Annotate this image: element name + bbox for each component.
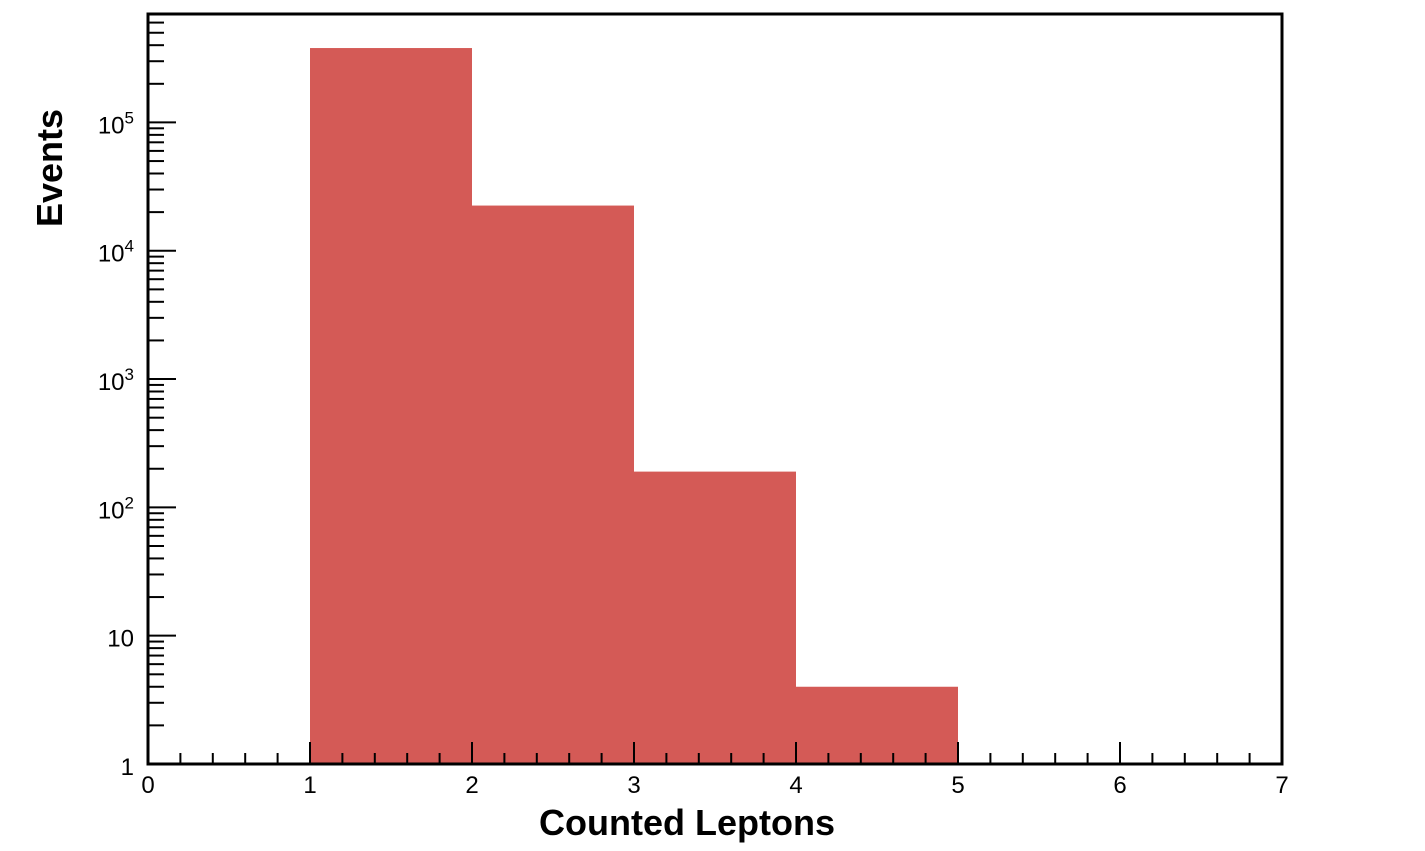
- y-axis-title: Events: [29, 109, 70, 227]
- bar-bin-2-3: [472, 205, 634, 764]
- y-tick-label: 1: [121, 754, 134, 781]
- x-tick-label: 4: [789, 772, 802, 799]
- x-tick-label: 6: [1113, 772, 1126, 799]
- y-tick-label: 103: [98, 365, 134, 396]
- bar-bin-1-2: [310, 48, 472, 764]
- bar-bin-4-5: [796, 686, 958, 764]
- y-tick-label: 102: [98, 493, 134, 524]
- x-tick-label: 5: [951, 772, 964, 799]
- y-tick-label: 104: [98, 237, 134, 268]
- bars-layer: [310, 48, 958, 764]
- x-axis-title: Counted Leptons: [539, 802, 835, 843]
- plot-frame: [146, 12, 1284, 766]
- x-tick-label: 3: [627, 772, 640, 799]
- ticks-layer: [147, 13, 1283, 765]
- x-tick-label: 0: [141, 772, 154, 799]
- x-tick-label: 1: [303, 772, 316, 799]
- y-tick-label: 10: [107, 626, 134, 653]
- x-tick-label: 2: [465, 772, 478, 799]
- bar-bin-3-4: [634, 471, 796, 764]
- y-tick-label: 105: [98, 108, 134, 139]
- x-tick-label: 7: [1275, 772, 1288, 799]
